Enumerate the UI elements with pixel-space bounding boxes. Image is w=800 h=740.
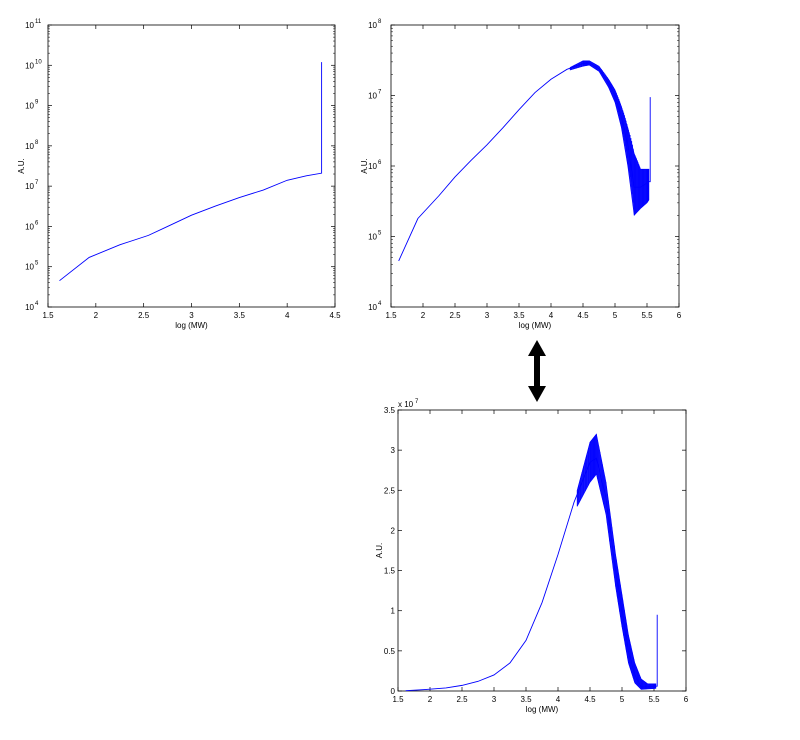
y-tick-exponent: 11 xyxy=(35,19,42,25)
y-tick-label: 10 xyxy=(25,182,34,191)
y-tick-exponent: 10 xyxy=(35,59,42,65)
x-tick-label: 3 xyxy=(485,311,490,320)
y-tick-exponent: 6 xyxy=(35,220,39,226)
x-tick-label: 4 xyxy=(556,695,561,704)
double-arrow-icon xyxy=(528,340,546,402)
y-tick-label: 10 xyxy=(25,263,34,272)
x-axis-label: log (MW) xyxy=(526,705,559,714)
y-tick-label: 3.5 xyxy=(384,406,396,415)
y-tick-label: 3 xyxy=(391,446,396,455)
x-tick-label: 4 xyxy=(549,311,554,320)
y-tick-exponent: 5 xyxy=(378,231,382,237)
x-tick-label: 4.5 xyxy=(329,311,341,320)
y-tick-label: 10 xyxy=(368,162,377,171)
y-tick-label: 10 xyxy=(368,21,377,30)
y-multiplier: x 10 xyxy=(398,400,414,409)
y-tick-label: 0.5 xyxy=(384,647,396,656)
x-tick-label: 4.5 xyxy=(577,311,589,320)
x-tick-label: 3.5 xyxy=(513,311,525,320)
x-tick-label: 1.5 xyxy=(42,311,54,320)
y-tick-label: 10 xyxy=(368,92,377,101)
y-tick-label: 1 xyxy=(391,607,396,616)
y-axis-label: A.U. xyxy=(17,158,26,174)
y-tick-label: 10 xyxy=(25,222,34,231)
y-tick-exponent: 7 xyxy=(35,180,39,186)
x-tick-label: 2 xyxy=(428,695,433,704)
x-tick-label: 3.5 xyxy=(520,695,532,704)
x-tick-label: 2.5 xyxy=(456,695,468,704)
y-tick-label: 10 xyxy=(368,233,377,242)
x-tick-label: 4 xyxy=(285,311,290,320)
y-tick-label: 2.5 xyxy=(384,486,396,495)
y-tick-exponent: 8 xyxy=(35,140,39,146)
x-axis-label: log (MW) xyxy=(175,321,208,330)
y-tick-label: 10 xyxy=(25,142,34,151)
y-axis-label: A.U. xyxy=(360,158,369,174)
y-tick-label: 1.5 xyxy=(384,567,396,576)
y-tick-exponent: 6 xyxy=(378,160,382,166)
x-tick-label: 5.5 xyxy=(648,695,660,704)
x-tick-label: 2 xyxy=(94,311,99,320)
y-tick-label: 10 xyxy=(25,303,34,312)
y-axis-label: A.U. xyxy=(375,543,384,559)
y-tick-label: 10 xyxy=(368,303,377,312)
y-tick-exponent: 7 xyxy=(378,90,382,96)
y-tick-exponent: 9 xyxy=(35,100,39,106)
y-multiplier-exponent: 7 xyxy=(415,399,419,405)
plot-area xyxy=(47,24,336,308)
x-tick-label: 1.5 xyxy=(385,311,397,320)
x-tick-label: 2.5 xyxy=(449,311,461,320)
x-tick-label: 2.5 xyxy=(138,311,150,320)
y-tick-label: 10 xyxy=(25,61,34,70)
x-axis-label: log (MW) xyxy=(519,321,552,330)
x-tick-label: 5 xyxy=(620,695,625,704)
x-tick-label: 4.5 xyxy=(584,695,596,704)
chart-3: 1.5 2 2.5 3 3.5 4 4.5 5 5.5 600.511.522.533.5x 10… xyxy=(375,399,689,714)
y-tick-exponent: 5 xyxy=(35,261,39,267)
x-tick-label: 5 xyxy=(613,311,618,320)
x-tick-label: 3.5 xyxy=(234,311,246,320)
y-tick-exponent: 4 xyxy=(35,301,39,307)
x-tick-label: 3 xyxy=(189,311,194,320)
y-tick-exponent: 8 xyxy=(378,19,382,25)
y-tick-exponent: 4 xyxy=(378,301,382,307)
x-tick-label: 6 xyxy=(677,311,682,320)
x-tick-label: 3 xyxy=(492,695,497,704)
x-tick-label: 6 xyxy=(684,695,689,704)
x-tick-label: 5.5 xyxy=(641,311,653,320)
y-tick-label: 10 xyxy=(25,102,34,111)
y-tick-label: 0 xyxy=(391,687,396,696)
x-tick-label: 2 xyxy=(421,311,426,320)
y-tick-label: 10 xyxy=(25,21,34,30)
x-tick-label: 1.5 xyxy=(392,695,404,704)
plot-area xyxy=(397,409,687,692)
y-tick-label: 2 xyxy=(391,526,396,535)
